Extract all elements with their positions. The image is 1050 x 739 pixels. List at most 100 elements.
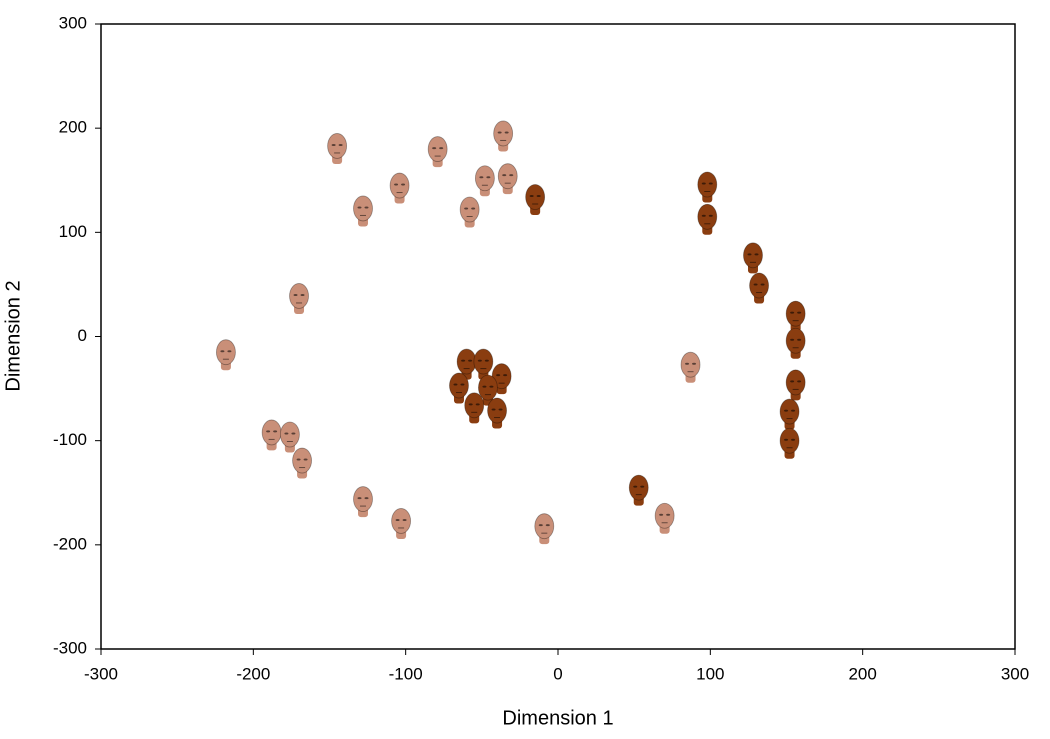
face-eye (460, 383, 465, 386)
face-eye (545, 524, 550, 527)
point (534, 513, 555, 545)
point (785, 300, 806, 332)
face-eye (468, 403, 473, 406)
face-eye (797, 380, 802, 383)
face-head (743, 242, 763, 269)
face-eye (797, 311, 802, 314)
face-eye (357, 206, 362, 209)
face-head (389, 172, 410, 199)
point (779, 427, 800, 459)
point (327, 133, 348, 164)
face-head (525, 184, 546, 210)
face-eye (760, 283, 765, 286)
face-head (785, 369, 806, 396)
face-eye (536, 195, 541, 197)
face-eye (432, 147, 437, 150)
point (292, 447, 312, 479)
x-axis-title: Dimension 1 (502, 707, 613, 729)
face-eye (479, 176, 484, 179)
face-head (261, 419, 282, 446)
y-tick-label: -200 (53, 534, 87, 553)
face-head (491, 363, 512, 390)
x-tick-label: 0 (553, 664, 562, 683)
face-eye (754, 253, 759, 256)
y-tick-label: 300 (59, 13, 87, 32)
face-eye (331, 143, 336, 146)
face-eye (791, 409, 796, 412)
face-eye (439, 147, 444, 150)
point (487, 397, 507, 429)
face-eye (303, 458, 308, 461)
face-eye (486, 176, 491, 179)
point (478, 374, 498, 406)
point (456, 348, 477, 380)
face-eye (338, 143, 343, 146)
face-eye (790, 380, 795, 383)
face-eye (498, 408, 503, 411)
face-eye (666, 513, 671, 516)
face-eye (464, 207, 469, 210)
y-tick-label: -300 (53, 638, 87, 657)
face-eye (227, 350, 232, 353)
x-tick-label: 200 (848, 664, 876, 683)
y-tick-label: 200 (59, 118, 87, 137)
point (389, 172, 410, 204)
point (743, 242, 763, 274)
point (261, 419, 282, 451)
face-eye (659, 513, 664, 516)
face-head (785, 300, 806, 327)
face-head (353, 195, 373, 222)
point (785, 327, 806, 359)
face-head (459, 196, 480, 223)
face-eye (395, 518, 400, 521)
y-tick-label: 0 (78, 326, 87, 345)
point (497, 163, 518, 195)
face-eye (692, 362, 697, 365)
face-eye (453, 383, 458, 386)
face-head (449, 372, 469, 399)
point (427, 136, 448, 168)
face-head (779, 427, 800, 454)
face-eye (497, 131, 502, 134)
face-head (289, 283, 309, 309)
face-eye (753, 283, 758, 286)
face-eye (401, 183, 406, 186)
point (353, 195, 373, 227)
point (493, 120, 514, 152)
point (216, 339, 236, 371)
face-head (427, 136, 448, 162)
y-axis-title: Dimension 2 (2, 280, 24, 391)
face-eye (701, 182, 706, 185)
face-head (497, 163, 518, 190)
face-eye (784, 409, 789, 412)
face-eye (503, 374, 508, 377)
point (353, 486, 373, 518)
face-head (353, 486, 373, 512)
face-eye (477, 359, 482, 362)
face-head (697, 203, 718, 230)
face-head (391, 508, 411, 534)
face-head (473, 348, 494, 375)
face-eye (747, 253, 752, 256)
face-head (534, 513, 555, 540)
face-eye (273, 430, 278, 433)
face-head (654, 502, 675, 529)
face-eye (502, 174, 507, 177)
face-head (478, 374, 498, 401)
face-head (628, 474, 649, 501)
face-eye (468, 359, 473, 362)
face-eye (357, 497, 362, 500)
face-eye (790, 311, 795, 314)
face-eye (784, 438, 789, 441)
point (474, 165, 495, 197)
face-eye (293, 293, 298, 296)
point (680, 351, 701, 383)
x-tick-label: -200 (236, 664, 270, 683)
face-eye (791, 438, 796, 441)
face-eye (489, 385, 494, 388)
point (279, 421, 300, 453)
x-tick-label: 300 (1001, 664, 1029, 683)
face-head (697, 171, 718, 198)
